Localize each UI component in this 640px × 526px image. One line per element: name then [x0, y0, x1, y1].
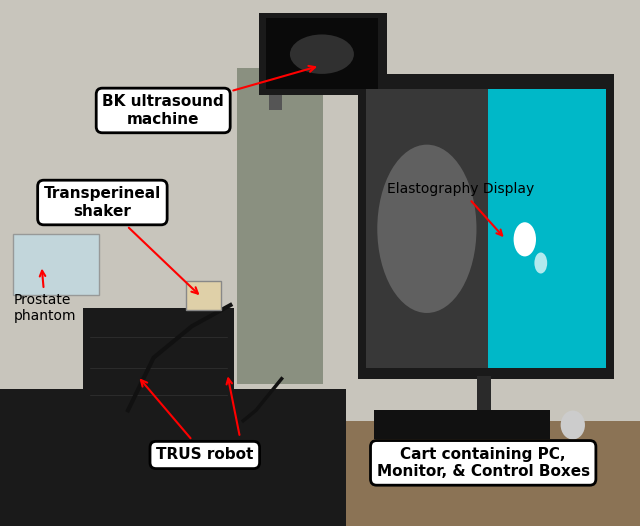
Bar: [366, 89, 488, 368]
Bar: [374, 410, 550, 439]
Text: Transperineal
shaker: Transperineal shaker: [44, 186, 198, 294]
Bar: [237, 68, 323, 384]
Bar: [269, 68, 282, 110]
Bar: [259, 13, 387, 95]
Ellipse shape: [290, 35, 354, 74]
Text: TRUS robot: TRUS robot: [141, 380, 253, 462]
Bar: [0, 389, 346, 526]
Bar: [358, 74, 614, 379]
Text: BK ultrasound
machine: BK ultrasound machine: [102, 66, 315, 127]
Bar: [266, 18, 378, 89]
Text: Prostate
phantom: Prostate phantom: [14, 271, 77, 323]
Bar: [346, 421, 640, 526]
Ellipse shape: [561, 410, 585, 440]
Bar: [477, 376, 491, 423]
Ellipse shape: [378, 145, 476, 313]
Ellipse shape: [534, 252, 547, 274]
Bar: [488, 89, 606, 368]
Text: Elastography Display: Elastography Display: [387, 183, 534, 236]
Bar: [186, 281, 221, 310]
Text: Cart containing PC,
Monitor, & Control Boxes: Cart containing PC, Monitor, & Control B…: [376, 447, 590, 479]
Bar: [83, 308, 234, 426]
Bar: [13, 234, 99, 295]
Bar: [454, 421, 512, 434]
Ellipse shape: [513, 222, 536, 256]
